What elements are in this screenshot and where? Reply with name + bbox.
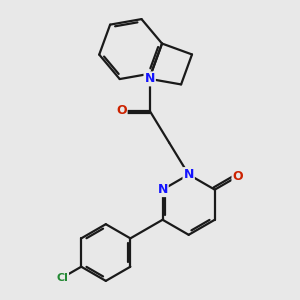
Text: N: N <box>158 183 168 196</box>
Text: Cl: Cl <box>56 273 68 283</box>
Text: O: O <box>232 170 243 183</box>
Text: N: N <box>184 168 194 181</box>
Text: N: N <box>145 72 155 86</box>
Text: O: O <box>116 104 127 117</box>
